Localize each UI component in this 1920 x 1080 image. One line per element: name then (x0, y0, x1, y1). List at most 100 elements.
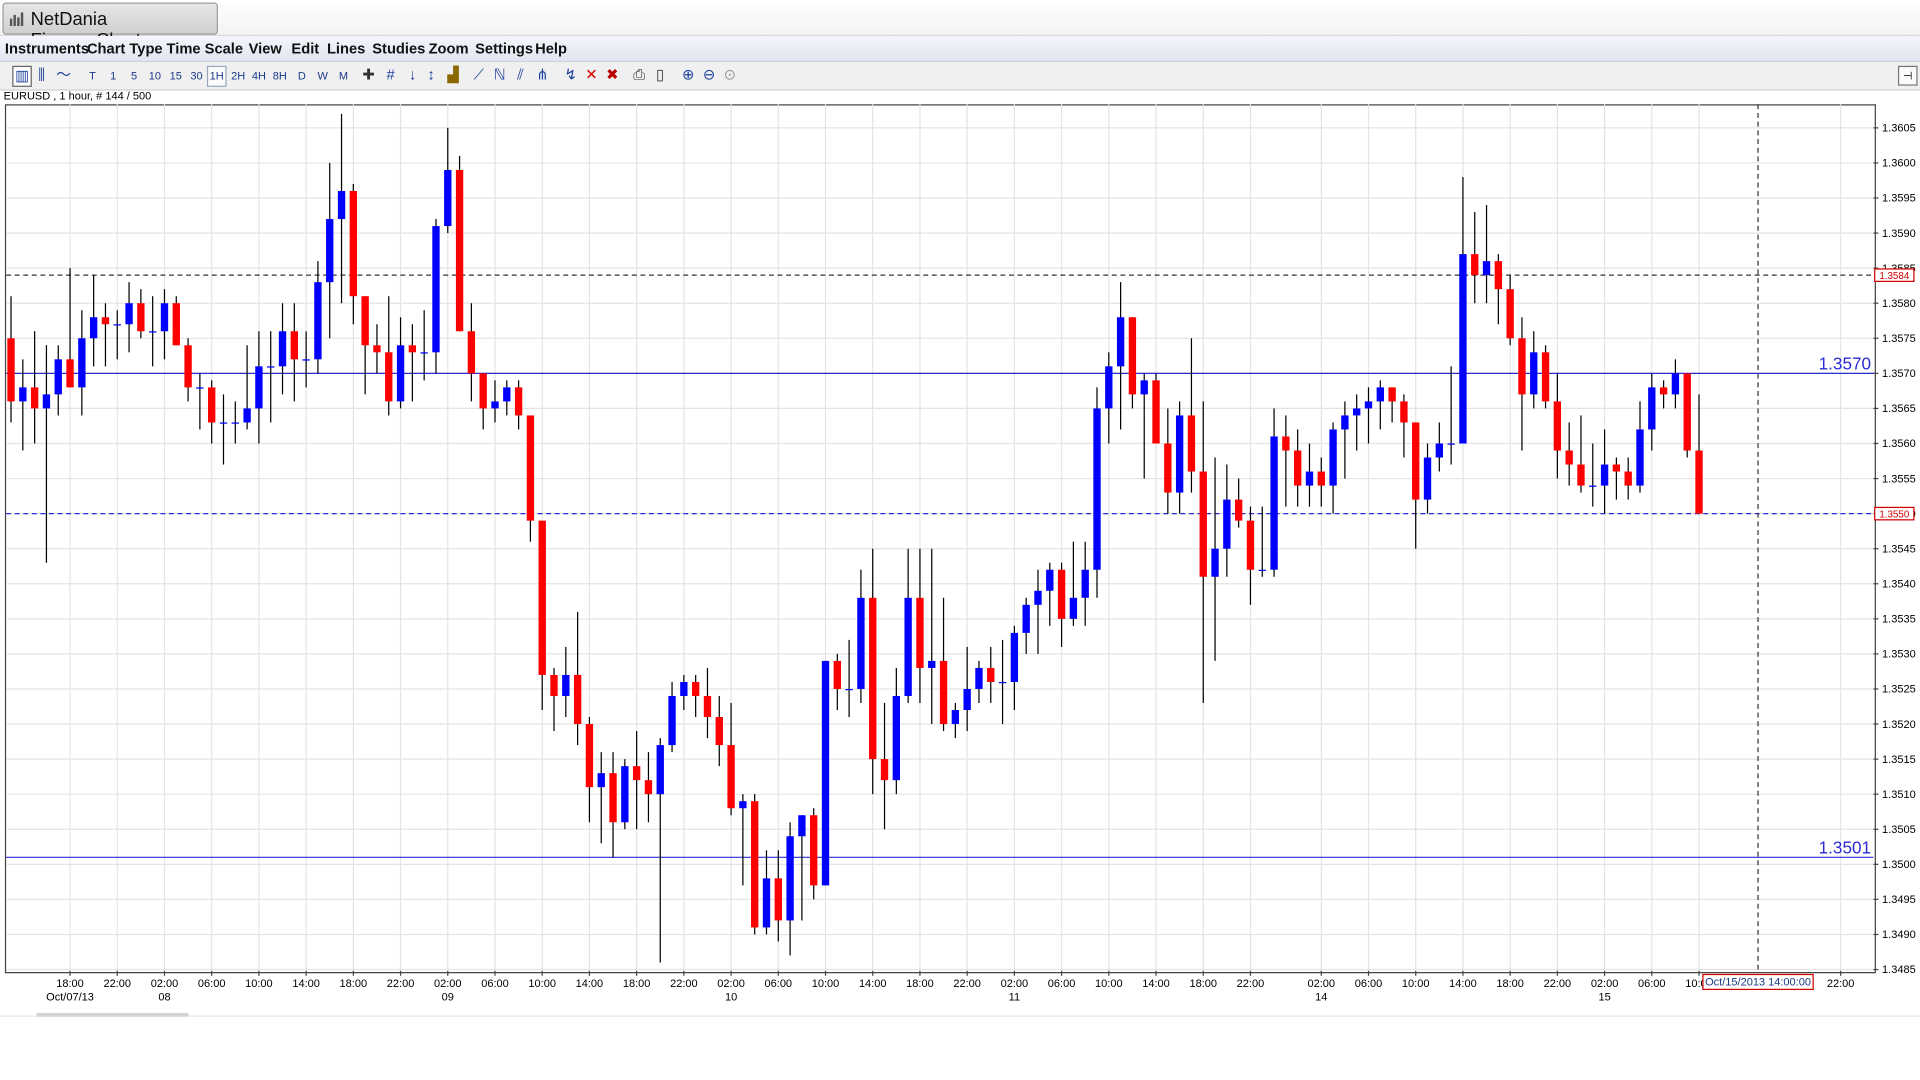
timeframe-day[interactable]: D (297, 69, 306, 82)
timeframe-1m[interactable]: 1 (110, 69, 117, 82)
timeframe-week[interactable]: W (317, 69, 328, 82)
x-tick-time: 22:00 (670, 978, 698, 990)
delete-icon[interactable]: ✕ (585, 65, 598, 84)
timeframe-4h[interactable]: 4H (251, 69, 267, 82)
timeframe-month[interactable]: M (338, 69, 349, 82)
candle-body-bullish (1364, 401, 1373, 409)
line-chart-icon[interactable]: 〜 (56, 65, 72, 84)
y-tick-label: 1.3605 (1882, 123, 1916, 135)
candle-body-bullish (432, 226, 440, 353)
timeframe-30m[interactable]: 30 (190, 69, 203, 82)
chart-info: EURUSD , 1 hour, # 144 / 500 (3, 89, 152, 102)
y-tick-label: 1.3520 (1882, 719, 1916, 731)
candlestick-chart: 1.36051.36001.35951.35901.35851.35801.35… (6, 104, 1916, 1004)
y-tick-label: 1.3565 (1882, 403, 1916, 415)
x-tick-time: 14:00 (1142, 978, 1170, 990)
candle-body-bearish (1412, 422, 1420, 500)
candle-body-bearish (290, 331, 298, 360)
candle-body-bullish (1376, 387, 1384, 402)
delete-all-icon[interactable]: ✖ (606, 65, 619, 84)
zoom-reset-icon[interactable]: ⊙ (723, 65, 736, 84)
x-tick-time: 02:00 (151, 978, 179, 990)
y-tick-label: 1.3535 (1882, 614, 1916, 626)
scroll-tab[interactable] (36, 1012, 189, 1017)
cursor-icon[interactable]: ↓ (408, 65, 417, 84)
menu-settings[interactable]: Settings (475, 39, 534, 58)
grid-icon[interactable]: # (386, 65, 395, 84)
menu-studies[interactable]: Studies (372, 39, 426, 58)
y-tick-label: 1.3560 (1882, 438, 1916, 450)
print-icon[interactable]: ⎙ (633, 65, 646, 84)
x-tick-time: 14:00 (292, 978, 320, 990)
candle-body-bullish (113, 324, 121, 326)
menu-help[interactable]: Help (535, 39, 567, 58)
x-tick-time: 14:00 (859, 978, 887, 990)
timeframe-5m[interactable]: 5 (131, 69, 138, 82)
zoom-out-icon[interactable]: ⊖ (702, 65, 716, 84)
y-tick-label: 1.3540 (1882, 578, 1916, 590)
candle-body-bearish (7, 338, 15, 402)
candle-body-bearish (1659, 387, 1668, 395)
y-tick-label: 1.3580 (1882, 298, 1916, 310)
candle-body-bullish (1081, 569, 1089, 598)
crosshair-icon[interactable]: ✚ (362, 65, 375, 84)
print-preview-icon[interactable]: ▯ (655, 65, 665, 84)
timeframe-15m[interactable]: 15 (169, 69, 182, 82)
candle-body-bearish (691, 681, 700, 696)
candlestick-mode-icon[interactable]: ▥ (12, 65, 32, 87)
volume-icon[interactable]: ▟ (447, 65, 459, 84)
timeframe-1h[interactable]: 1H (206, 65, 227, 87)
candle-body-bullish (1116, 317, 1125, 367)
chart-area[interactable] (4, 104, 1876, 974)
candle-body-bearish (1612, 464, 1621, 472)
candle-body-bearish (810, 815, 818, 886)
menu-view[interactable]: View (248, 39, 282, 58)
gann-icon[interactable]: ⋔ (536, 65, 549, 84)
fibonacci-icon[interactable]: ℕ (493, 65, 506, 84)
menu-chart-type[interactable]: Chart Type (86, 39, 163, 58)
candle-body-bearish (1187, 415, 1196, 472)
menu-lines[interactable]: Lines (326, 39, 366, 58)
zoom-in-icon[interactable]: ⊕ (682, 65, 695, 84)
timeframe-8h[interactable]: 8H (272, 69, 287, 82)
y-tick-label: 1.3530 (1882, 649, 1916, 661)
panel-toggle-icon[interactable]: ⊣ (1897, 65, 1918, 86)
candle-body-bullish (302, 359, 310, 361)
menu-zoom[interactable]: Zoom (428, 39, 469, 58)
candle-body-bullish (160, 303, 169, 332)
channel-icon[interactable]: ⫽ (517, 65, 524, 84)
candle-body-bearish (1199, 471, 1207, 577)
delete-line-icon[interactable]: ↯ (564, 65, 577, 84)
x-tick-time: 14:00 (576, 978, 604, 990)
candle-body-bullish (1034, 590, 1042, 605)
x-tick-time: 14:00 (1449, 978, 1477, 990)
line-label: 1.3501 (1819, 837, 1871, 857)
x-tick-time: 22:00 (1544, 978, 1572, 990)
candle-body-bullish (89, 317, 98, 339)
menu-instruments[interactable]: Instruments (4, 39, 90, 58)
menu-time-scale[interactable]: Time Scale (166, 39, 244, 58)
candle-body-bullish (1341, 415, 1349, 430)
trendline-icon[interactable]: ⟋ (473, 65, 484, 84)
candle-body-bullish (396, 345, 405, 402)
autoscale-icon[interactable]: ↕ (427, 65, 435, 84)
timeframe-2h[interactable]: 2H (231, 69, 246, 82)
timeframe-tick[interactable]: T (89, 69, 96, 82)
price-marker-label: 1.3550 (1879, 509, 1909, 520)
bar-chart-icon[interactable]: ⫼ (38, 65, 46, 84)
menu-edit[interactable]: Edit (291, 39, 320, 58)
candle-body-bullish (1105, 366, 1113, 409)
candle-body-bearish (1057, 569, 1066, 619)
candle-body-bearish (455, 169, 464, 332)
x-tick-time: 18:00 (623, 978, 651, 990)
candle-body-bullish (219, 422, 228, 424)
candle-body-bullish (1600, 464, 1609, 486)
window-tab[interactable]: NetDania FinanceChart (2, 2, 218, 51)
timeframe-10m[interactable]: 10 (148, 69, 162, 82)
candle-body-bullish (1140, 380, 1148, 395)
candle-body-bullish (125, 303, 133, 325)
price-marker-box (1874, 268, 1915, 282)
y-tick-label: 1.3595 (1882, 193, 1916, 205)
y-tick-label: 1.3545 (1882, 543, 1916, 555)
price-marker-label: 1.3584 (1879, 271, 1909, 282)
